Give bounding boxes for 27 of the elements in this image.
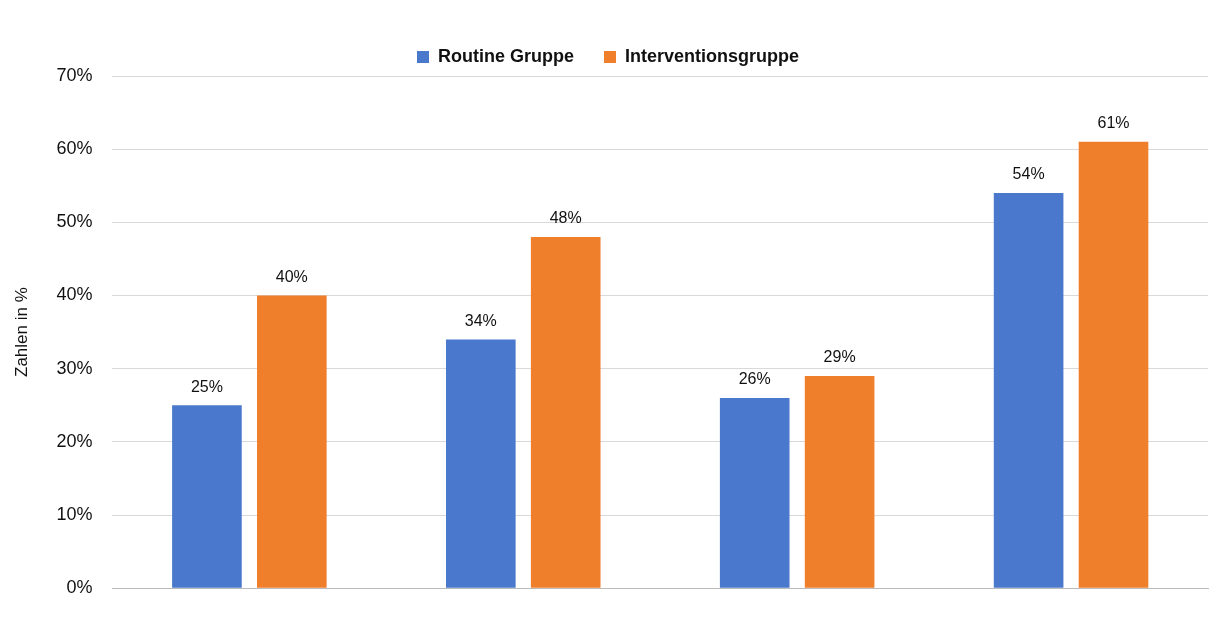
data-label: 29% <box>823 348 856 366</box>
y-tick-label: 40% <box>56 284 93 305</box>
bar <box>530 236 601 588</box>
legend-label: Routine Gruppe <box>438 45 574 66</box>
bar <box>804 376 875 588</box>
bar <box>993 193 1064 588</box>
data-label: 54% <box>1012 165 1045 183</box>
y-tick-label: 70% <box>56 64 93 85</box>
y-tick-label: 50% <box>56 211 93 232</box>
legend-label: Interventionsgruppe <box>624 45 799 66</box>
y-tick-label: 10% <box>56 504 93 524</box>
data-label: 40% <box>275 267 308 285</box>
bar <box>172 405 242 588</box>
y-tick-label: 0% <box>66 577 93 598</box>
data-label: 61% <box>1097 114 1130 132</box>
data-label: 34% <box>464 311 497 329</box>
bar <box>257 295 327 588</box>
y-tick-label: 20% <box>56 430 93 451</box>
data-label: 25% <box>190 377 223 395</box>
y-tick-label: 30% <box>56 357 93 378</box>
data-label: 26% <box>738 370 771 388</box>
bar <box>1078 141 1149 588</box>
y-axis-title: Zahlen in % <box>11 287 31 377</box>
bar <box>719 397 790 588</box>
data-label: 48% <box>549 209 582 227</box>
bar <box>446 339 516 588</box>
y-tick-label: 60% <box>56 138 93 159</box>
